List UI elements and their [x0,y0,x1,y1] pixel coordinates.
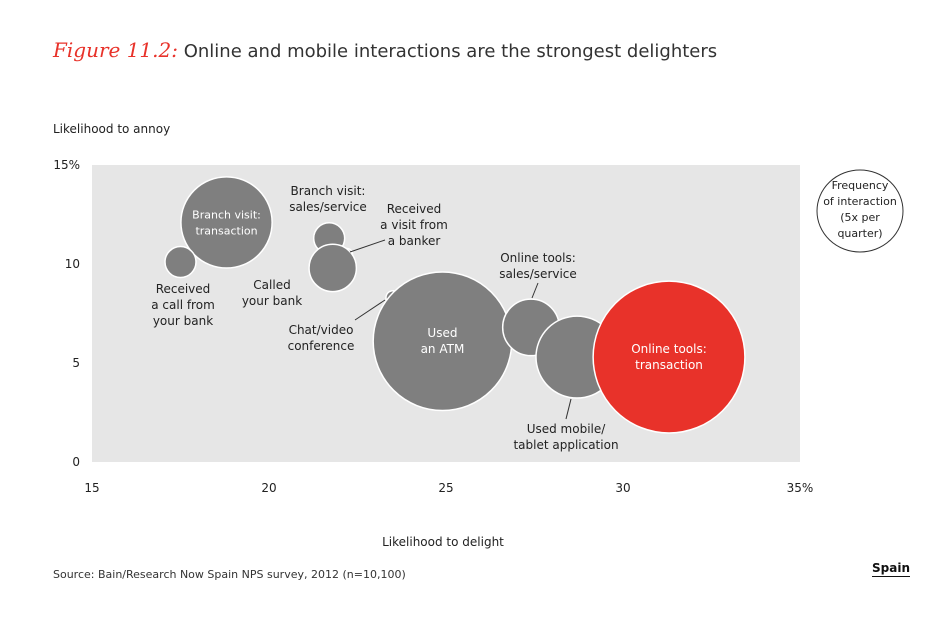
size-legend-label-line: of interaction [823,195,897,208]
x-tick-label: 20 [261,481,276,495]
source-note: Source: Bain/Research Now Spain NPS surv… [53,568,406,581]
x-tick-label: 25 [438,481,453,495]
bubble-label-9-line: Online tools: [631,342,707,356]
bubble-label-3: Received a visit from a banker [380,202,448,248]
figure-title-text: Online and mobile interactions are the s… [183,41,718,62]
bubble-4 [308,243,358,293]
bubble-label-4-line: Called [253,278,290,292]
x-tick-label: 30 [615,481,630,495]
bubble-label-4: Called your bank [242,278,302,308]
bubble-6 [372,271,513,412]
figure-number: Figure 11.2: [53,38,178,62]
size-legend-text: Frequency of interaction (5x per quarter) [823,179,897,240]
size-legend-label: Frequency of interaction (5x per quarter) [823,179,897,240]
bubble-group [164,176,746,434]
bubble-label-8-line: Used mobile/ [527,422,607,436]
bubble-label-2-line: Branch visit: [291,184,366,198]
size-legend-label-line: quarter) [837,227,882,240]
leader-line-7 [531,282,539,299]
bubble-label-9-line: transaction [635,358,703,372]
bubble-label-8: Used mobile/tablet application [513,422,618,452]
tick-label-group: 15 20 25 30 35% 0 5 10 15% [53,158,813,495]
bubble-label-3-line: a visit from [380,218,448,232]
bubble-label-0: Branch visit: transaction [192,208,261,237]
bubble-label-8-line: tablet application [513,438,618,452]
y-tick-label: 10 [65,257,80,271]
figure-title: Figure 11.2: Online and mobile interacti… [53,38,717,62]
y-tick-label: 5 [72,356,80,370]
x-tick-label: 15 [84,481,99,495]
y-tick-label: 0 [72,455,80,469]
bubble-label-1-line: a call from [151,298,215,312]
bubble-label-6-line: Used [427,326,457,340]
x-axis-label: Likelihood to delight [382,535,504,549]
leader-line-3 [349,239,386,253]
y-tick-label: 15% [53,158,80,172]
bubble-label-5-line: conference [288,339,355,353]
leader-line-5 [354,299,386,321]
bubble-label-0-line: Branch visit: [192,208,261,221]
bubble-label-7: Online tools: sales/service [499,251,577,281]
bubble-label-6-line: an ATM [421,342,465,356]
leader-line-group [349,239,572,420]
bubble-1 [164,245,197,279]
bubble-label-5-line: Chat/video [289,323,354,337]
bubble-label-1: Received a call from your bank [151,282,215,328]
bubble-label-9: Online tools: transaction [631,342,707,372]
bubble-label-3-line: a banker [388,234,441,248]
bubble-label-1-line: your bank [153,314,213,328]
size-legend: Frequency of interaction (5x per quarter) [816,169,904,253]
bubble-0 [180,176,273,269]
bubble-label-6: Used an ATM [421,326,465,356]
size-legend-circle [816,169,904,253]
bubble-label-0-line: transaction [195,224,257,237]
size-legend-label-line: Frequency [832,179,889,192]
y-axis-label: Likelihood to annoy [53,122,170,136]
bubble-label-5: Chat/video conference [288,323,355,353]
bubble-label-7-line: sales/service [499,267,577,281]
bubble-label-4-line: your bank [242,294,302,308]
bubble-label-group: Branch visit: transaction Received a call f… [151,184,707,452]
bubble-9 [592,280,746,434]
bubble-label-2: Branch visit: sales/service [289,184,367,214]
bubble-label-2-line: sales/service [289,200,367,214]
bubble-label-7-line: Online tools: [500,251,576,265]
x-tick-label: 35% [787,481,814,495]
region-label: Spain [872,561,910,577]
bubble-label-1-line: Received [156,282,211,296]
size-legend-label-line: (5x per [840,211,880,224]
leader-line-8 [565,398,572,420]
bubble-label-3-line: Received [387,202,442,216]
